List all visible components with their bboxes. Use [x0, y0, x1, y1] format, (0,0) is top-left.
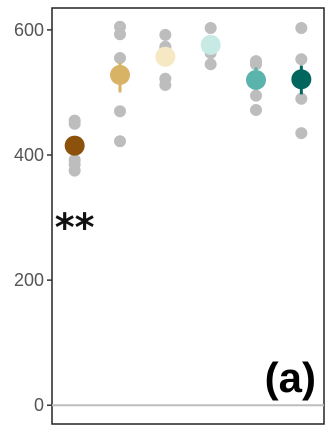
raw-data-point — [295, 92, 308, 105]
raw-data-point — [295, 127, 308, 140]
mean-point — [291, 69, 312, 90]
mean-point — [155, 46, 176, 67]
y-tick-label: 400 — [14, 145, 44, 165]
raw-data-point — [114, 28, 126, 41]
mean-point — [110, 64, 130, 85]
y-axis: 0 200 400 600 — [14, 20, 52, 415]
raw-data-point — [295, 53, 308, 66]
mean-point — [64, 135, 85, 156]
raw-data-point — [159, 28, 172, 41]
raw-data-point — [114, 105, 126, 118]
y-tick-label: 0 — [34, 395, 44, 415]
raw-data-point — [250, 89, 262, 102]
raw-data-point — [250, 58, 262, 71]
raw-data-point — [250, 103, 262, 116]
raw-data-point — [204, 22, 217, 35]
raw-data-point — [114, 135, 126, 148]
data-marks — [64, 20, 312, 177]
raw-data-point — [114, 52, 126, 65]
raw-data-point — [68, 164, 81, 177]
raw-data-point — [295, 22, 308, 35]
mean-point — [246, 69, 266, 90]
plot-panel — [51, 7, 325, 425]
mean-point — [200, 34, 221, 55]
panel-label: (a) — [265, 354, 316, 401]
raw-data-point — [204, 58, 217, 71]
y-tick-label: 600 — [14, 20, 44, 40]
significance-annotation: ** — [55, 206, 95, 250]
raw-data-point — [159, 78, 172, 91]
y-tick-label: 200 — [14, 270, 44, 290]
raw-data-point — [68, 117, 81, 130]
